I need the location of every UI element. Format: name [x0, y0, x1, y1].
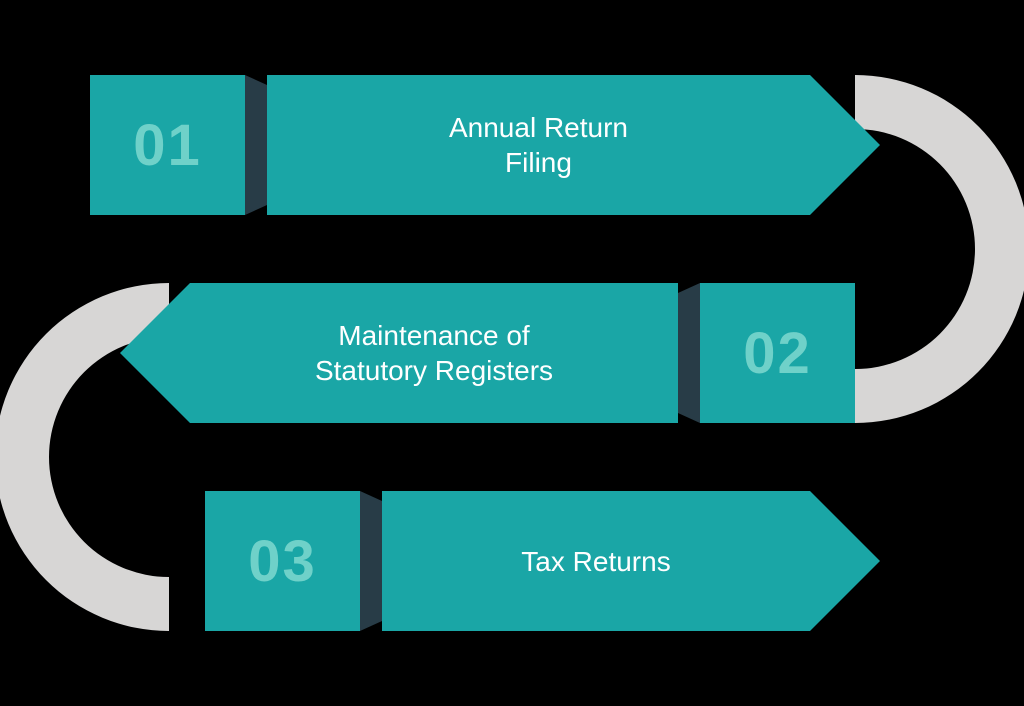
infographic-canvas: Annual Return Filing 01 Maintenance of Sta… [0, 0, 1024, 706]
step-number-2: 02 [700, 283, 855, 423]
step-number-3: 03 [205, 491, 360, 631]
step-label-3: Tax Returns [386, 491, 806, 631]
step-label-2: Maintenance of Statutory Registers [224, 283, 644, 423]
step-label-1: Annual Return Filing [329, 75, 749, 215]
step-number-1: 01 [90, 75, 245, 215]
